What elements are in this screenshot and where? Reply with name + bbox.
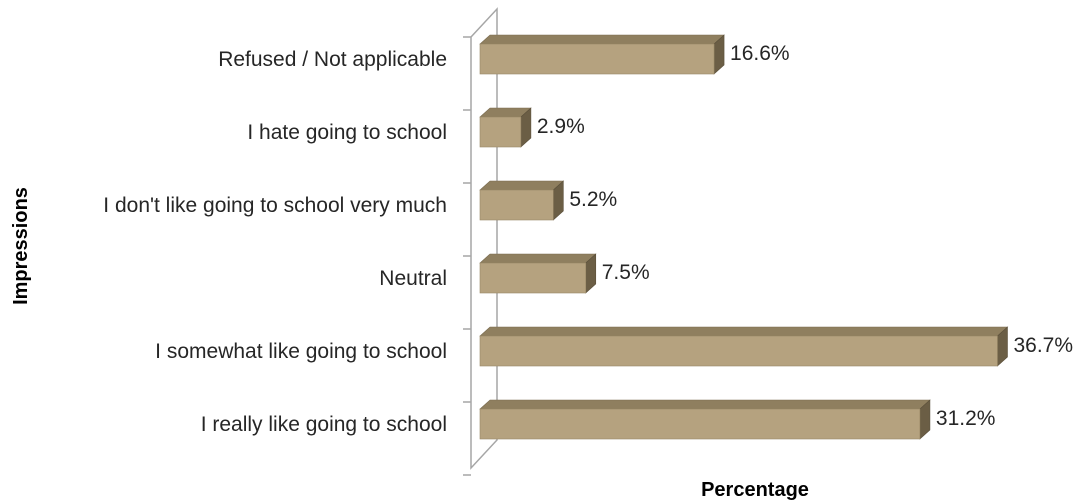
value-label: 5.2% [569,188,617,211]
value-label: 7.5% [602,261,650,284]
bar [479,399,931,440]
category-labels: Refused / Not applicable I hate going to … [103,48,447,436]
bars-layer [479,34,1009,440]
x-axis-title: Percentage [701,479,809,501]
bar-front-face [479,43,715,75]
bar [479,253,597,294]
bar [479,326,1009,367]
category-label: I don't like going to school very much [103,194,447,217]
category-label: Neutral [379,267,447,290]
category-label: I somewhat like going to school [155,340,447,363]
bar-top-face [479,34,725,45]
bar-top-face [479,253,597,264]
bar [479,107,532,148]
bar-front-face [479,262,587,294]
bar-top-face [479,180,565,191]
bar-front-face [479,408,921,440]
category-label: Refused / Not applicable [218,48,447,71]
y-axis-wall [470,7,498,470]
bar-top-face [479,399,931,410]
bar-front-face [479,116,522,148]
bar [479,180,565,221]
bar-top-face [479,326,1009,337]
category-label: I really like going to school [201,413,447,436]
value-label: 36.7% [1013,334,1073,357]
value-label: 31.2% [936,407,996,430]
y-axis-title: Impressions [10,187,32,305]
bar [479,34,725,75]
category-label: I hate going to school [247,121,447,144]
value-labels: 16.6% 2.9% 5.2% 7.5% 36.7% 31.2% [537,42,1073,430]
value-label: 2.9% [537,115,585,138]
bar-front-face [479,335,998,367]
axis-layer [463,7,498,476]
value-label: 16.6% [730,42,790,65]
bar-front-face [479,189,554,221]
